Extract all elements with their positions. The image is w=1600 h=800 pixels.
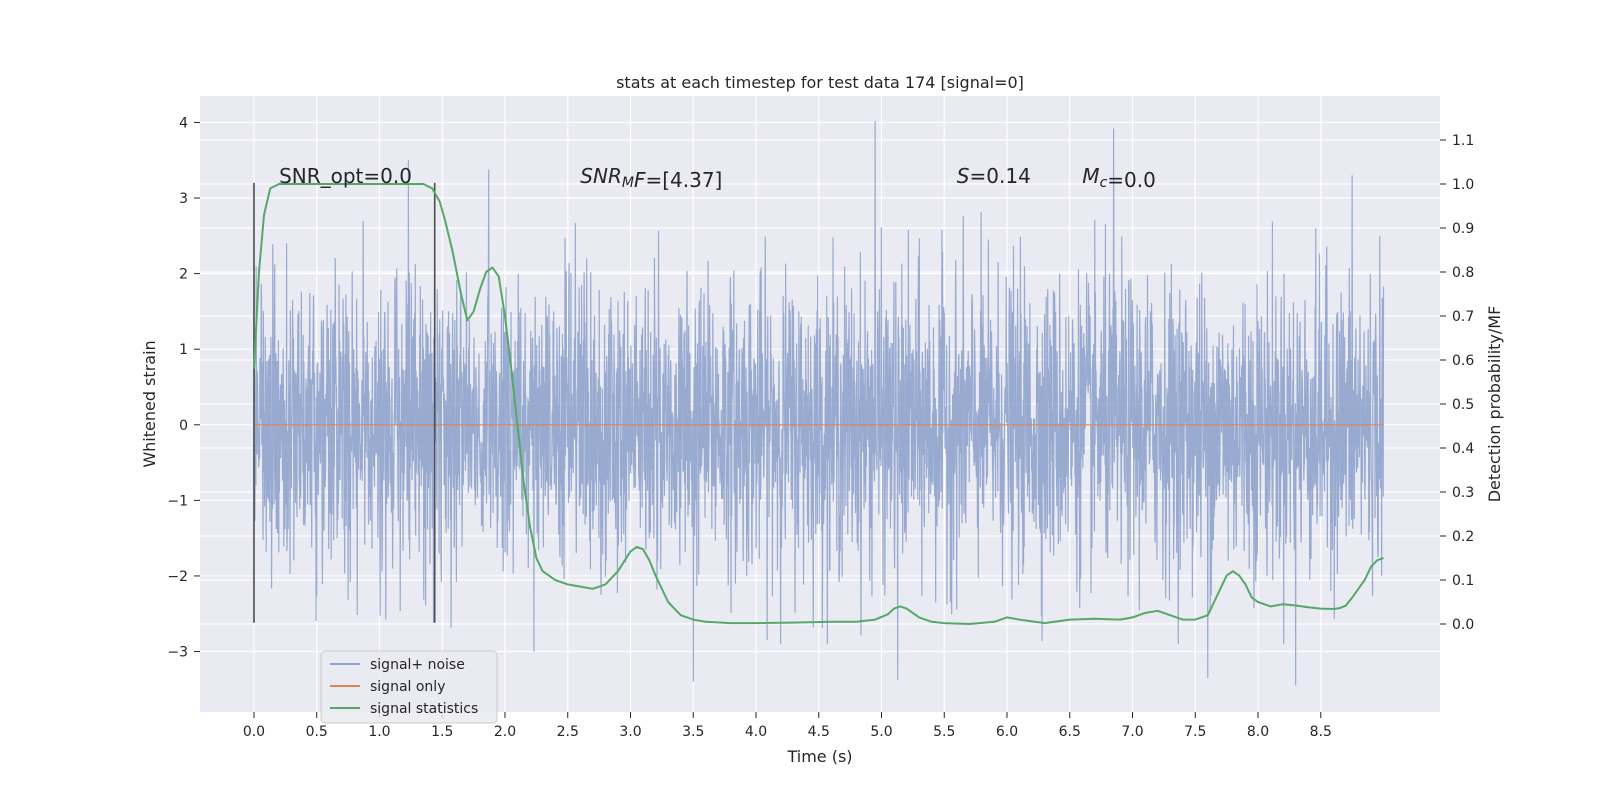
x-tick-label-3: 1.5 bbox=[431, 724, 453, 740]
y2-tick-label-11: 1.1 bbox=[1452, 133, 1474, 149]
x-tick-label-17: 8.5 bbox=[1310, 724, 1332, 740]
y-axis-label: Whitened strain bbox=[140, 340, 159, 467]
x-tick-label-11: 5.5 bbox=[933, 724, 955, 740]
annotation-2: S=0.14 bbox=[957, 164, 1031, 188]
y2-tick-label-7: 0.7 bbox=[1452, 309, 1474, 325]
x-tick-label-1: 0.5 bbox=[306, 724, 328, 740]
y-tick-label-0: −3 bbox=[167, 645, 188, 661]
x-tick-label-7: 3.5 bbox=[682, 724, 704, 740]
annotation-1: SNRMF=[4.37] bbox=[580, 164, 722, 192]
y-tick-label-2: −1 bbox=[167, 493, 188, 509]
statistics-line bbox=[252, 183, 1384, 625]
y-tick-label-1: −2 bbox=[167, 569, 188, 585]
x-tick-label-4: 2.0 bbox=[494, 724, 516, 740]
y-tick-label-3: 0 bbox=[179, 418, 188, 434]
x-axis: 0.0 0.5 1.0 1.5 2.0 2.5 3.0 3.5 4.0 4.5 5.0 5.5 6.0 6… bbox=[243, 712, 1332, 740]
legend: signal+ noise signal only signal statistic… bbox=[320, 650, 498, 724]
x-axis-label: Time (s) bbox=[786, 747, 852, 766]
y2-tick-label-9: 0.9 bbox=[1452, 221, 1474, 237]
noise-line bbox=[253, 120, 1385, 686]
y-tick-label-5: 2 bbox=[179, 267, 188, 283]
chart-title: stats at each timestep for test data 174… bbox=[616, 73, 1024, 92]
y-tick-label-7: 4 bbox=[179, 115, 188, 131]
legend-box bbox=[320, 650, 498, 724]
x-tick-label-10: 5.0 bbox=[870, 724, 892, 740]
x-tick-label-15: 7.5 bbox=[1184, 724, 1206, 740]
y2-tick-label-8: 0.8 bbox=[1452, 265, 1474, 281]
y2-tick-label-1: 0.1 bbox=[1452, 573, 1474, 589]
y2-tick-label-3: 0.3 bbox=[1452, 485, 1474, 501]
y2-axis-label: Detection probability/MF bbox=[1485, 306, 1504, 503]
y2-tick-label-5: 0.5 bbox=[1452, 397, 1474, 413]
x-tick-label-9: 4.5 bbox=[808, 724, 830, 740]
annotations: SNR_opt=0.0 SNRMF=[4.37] S=0.14 Mc=0.0 bbox=[279, 164, 1156, 192]
y-tick-label-6: 3 bbox=[179, 191, 188, 207]
x-tick-label-13: 6.5 bbox=[1059, 724, 1081, 740]
y2-tick-label-0: 0.0 bbox=[1452, 617, 1474, 633]
y2-tick-label-2: 0.2 bbox=[1452, 529, 1474, 545]
x-tick-label-0: 0.0 bbox=[243, 724, 265, 740]
y2-tick-label-10: 1.0 bbox=[1452, 177, 1474, 193]
series-signal-noise bbox=[253, 120, 1385, 686]
y-axis-left: −3 −2 −1 0 1 2 3 4 bbox=[167, 115, 200, 661]
x-tick-label-12: 6.0 bbox=[996, 724, 1018, 740]
legend-label-1: signal only bbox=[370, 679, 445, 695]
y-axis-right: 0.0 0.1 0.2 0.3 0.4 0.5 0.6 0.7 0.8 0.9 1.0 1.1 bbox=[1440, 133, 1474, 633]
legend-label-2: signal statistics bbox=[370, 701, 478, 717]
annotation-0: SNR_opt=0.0 bbox=[279, 164, 412, 188]
x-tick-label-6: 3.0 bbox=[619, 724, 641, 740]
y-tick-label-4: 1 bbox=[179, 342, 188, 358]
x-tick-label-16: 8.0 bbox=[1247, 724, 1269, 740]
series-signal-statistics bbox=[252, 183, 1384, 625]
window-lines bbox=[253, 182, 436, 623]
x-tick-label-5: 2.5 bbox=[557, 724, 579, 740]
y2-tick-label-4: 0.4 bbox=[1452, 441, 1474, 457]
annotation-3: Mc=0.0 bbox=[1082, 164, 1156, 192]
y2-tick-label-6: 0.6 bbox=[1452, 353, 1474, 369]
x-tick-label-14: 7.0 bbox=[1121, 724, 1143, 740]
x-tick-label-8: 4.0 bbox=[745, 724, 767, 740]
legend-label-0: signal+ noise bbox=[370, 657, 465, 673]
x-tick-label-2: 1.0 bbox=[368, 724, 390, 740]
